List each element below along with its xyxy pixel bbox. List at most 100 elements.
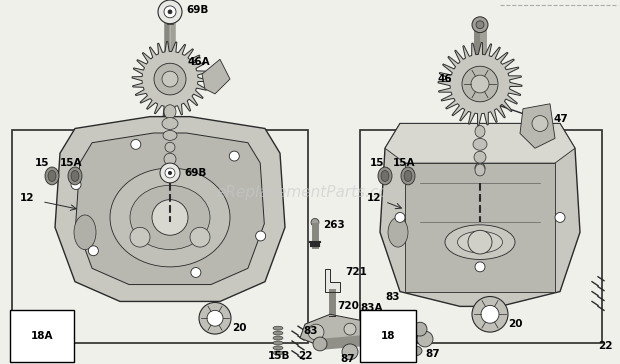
Circle shape [471,75,489,93]
Circle shape [207,310,223,326]
Ellipse shape [74,215,96,250]
Ellipse shape [164,105,176,119]
Ellipse shape [164,153,176,165]
Text: 83: 83 [385,292,399,301]
Circle shape [475,262,485,272]
Text: 12: 12 [20,193,35,203]
Text: 47: 47 [553,114,568,124]
Ellipse shape [45,167,59,185]
Polygon shape [202,59,230,94]
Bar [360,130,602,343]
Circle shape [313,337,327,351]
Circle shape [472,297,508,332]
Circle shape [311,218,319,226]
Ellipse shape [273,341,283,345]
Ellipse shape [130,185,210,250]
Polygon shape [385,123,575,163]
Circle shape [308,324,324,340]
Circle shape [130,228,150,247]
Polygon shape [325,269,340,292]
Polygon shape [380,123,580,306]
Circle shape [199,302,231,334]
Text: 83: 83 [303,326,317,336]
Polygon shape [520,104,555,148]
Circle shape [413,322,427,336]
Ellipse shape [378,167,392,185]
Text: 83A: 83A [360,303,383,313]
Text: 18: 18 [381,331,396,341]
Circle shape [532,116,548,131]
Ellipse shape [473,138,487,150]
Polygon shape [132,41,208,116]
Circle shape [89,246,99,256]
Ellipse shape [445,225,515,260]
Text: 15B: 15B [268,351,291,361]
Text: 69B: 69B [186,5,208,15]
Ellipse shape [458,231,502,253]
Ellipse shape [163,130,177,141]
Text: 46A: 46A [188,57,211,67]
Circle shape [481,305,499,323]
Text: 18A: 18A [31,331,53,341]
Circle shape [344,323,356,335]
Ellipse shape [475,164,485,176]
Text: 720: 720 [337,301,359,311]
Text: 87: 87 [425,349,440,359]
Bar [12,130,308,343]
Ellipse shape [68,167,82,185]
Ellipse shape [401,167,415,185]
Circle shape [255,231,265,241]
Polygon shape [76,133,264,285]
Circle shape [417,331,433,347]
Polygon shape [55,116,285,301]
Text: 22: 22 [298,351,312,361]
Ellipse shape [110,168,230,267]
Ellipse shape [381,170,389,181]
Circle shape [472,17,488,33]
Circle shape [152,199,188,235]
Ellipse shape [475,126,485,137]
Circle shape [162,71,178,87]
Ellipse shape [273,351,283,355]
Circle shape [229,151,239,161]
Text: 20: 20 [232,323,247,333]
Ellipse shape [404,170,412,181]
Ellipse shape [71,170,79,181]
Text: 12: 12 [367,193,381,203]
Circle shape [468,230,492,254]
Circle shape [165,168,175,178]
Ellipse shape [388,217,408,247]
Polygon shape [300,314,365,346]
Circle shape [131,139,141,149]
Text: 15A: 15A [60,158,82,168]
Circle shape [158,0,182,24]
Circle shape [164,6,176,18]
Ellipse shape [273,346,283,350]
Text: 15: 15 [370,158,384,168]
Circle shape [475,163,485,173]
Polygon shape [438,43,522,126]
Circle shape [191,268,201,277]
Circle shape [342,344,358,360]
Text: 15A: 15A [393,158,415,168]
Circle shape [476,21,484,29]
Text: 69B: 69B [184,168,206,178]
Circle shape [154,63,186,95]
Ellipse shape [273,336,283,340]
Bar [405,163,555,292]
Text: 721: 721 [345,267,367,277]
Circle shape [168,10,172,14]
Ellipse shape [273,331,283,335]
Text: eReplacementParts.com: eReplacementParts.com [216,185,404,200]
Ellipse shape [273,326,283,330]
Circle shape [160,163,180,183]
Circle shape [462,66,498,102]
Text: 15: 15 [35,158,50,168]
Text: 46: 46 [438,74,453,84]
Ellipse shape [165,142,175,152]
Ellipse shape [408,346,422,356]
Circle shape [169,171,172,174]
Ellipse shape [48,170,56,181]
Circle shape [395,213,405,222]
Text: 22: 22 [598,341,613,351]
